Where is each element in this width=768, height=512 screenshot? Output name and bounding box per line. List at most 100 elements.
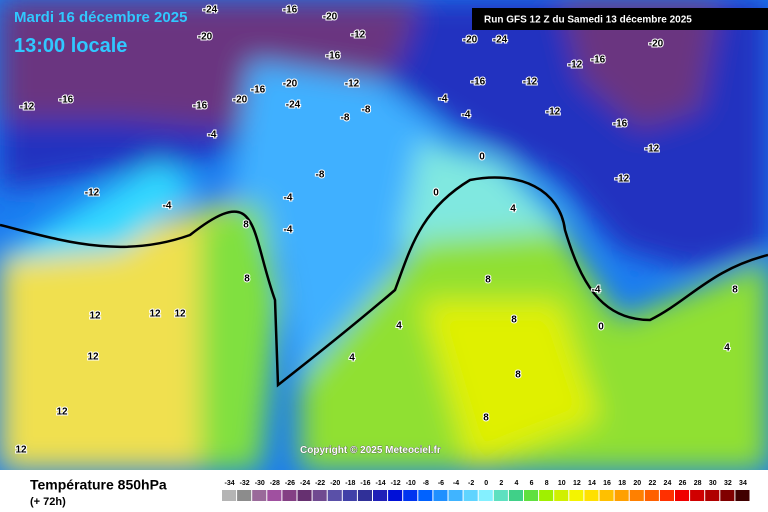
scale-label: 10 [558,480,566,487]
scale-cell [720,490,735,501]
color-scale: -34 -32 -30 -28 -26 -24 -22 -20 -18 -16 -14 -12 -10-… [222,480,750,501]
isotherm-label: 12 [87,352,99,363]
isotherm-label: -4 [163,201,172,212]
isotherm-label: -16 [613,119,628,130]
isotherm-label: 12 [89,311,101,322]
map-labels: -20-24 -16-20-12-16-12-20-24-16-20-16-12-… [14,4,739,457]
isotherm-label: -4 [439,94,448,105]
isotherm-label: 4 [510,204,516,215]
scale-label: -34 [224,480,234,487]
isotherm-label: -24 [493,35,508,46]
scale-label: -30 [255,480,265,487]
zero-isotherm [0,176,768,388]
scale-label: 20 [633,480,641,487]
scale-cell [433,490,448,501]
copyright: Copyright © 2025 Meteociel.fr [300,445,441,456]
scale-label: -4 [453,480,459,487]
scale-cell [554,490,569,501]
scale-label: -18 [345,480,355,487]
scale-label: 16 [603,480,611,487]
isotherm-label: -16 [251,85,266,96]
isotherm-label: 8 [732,285,738,296]
scale-label: -22 [315,480,325,487]
isotherm-label: 0 [479,152,485,163]
scale-label: -6 [438,480,444,487]
isotherm-label: -16 [59,95,74,106]
map-field [0,0,768,470]
scale-label: 30 [709,480,717,487]
scale-cell [690,490,705,501]
scale-label: 8 [545,480,549,487]
scale-label: -8 [423,480,429,487]
isotherm-label: -24 [203,5,218,16]
isotherm-label: 12 [15,445,27,456]
scale-cell [297,490,312,501]
isotherm-label: -12 [351,30,366,41]
scale-cell [659,490,674,501]
isotherm-label: -24 [286,100,301,111]
scale-cell [388,490,403,501]
scale-label: -26 [285,480,295,487]
scale-label: 2 [499,480,503,487]
isotherm-label: 0 [433,188,439,199]
scale-label: 0 [484,480,488,487]
isotherm-label: -12 [20,102,35,113]
isotherm-label: 12 [56,407,68,418]
scale-cell [237,490,252,501]
isotherm-label: -20 [198,32,213,43]
isotherm-label: -12 [345,79,360,90]
scale-label: 4 [514,480,518,487]
isotherm-label: -4 [284,193,293,204]
isotherm-label: -20 [323,12,338,23]
isotherm-label: -12 [615,174,630,185]
scale-label: 24 [664,480,672,487]
scale-label: -28 [270,480,280,487]
scale-cell [267,490,282,501]
scale-cell [508,490,523,501]
scale-label: 26 [679,480,687,487]
scale-cell [599,490,614,501]
isotherm-label: 12 [149,309,161,320]
scale-cell [675,490,690,501]
scale-cell [644,490,659,501]
scale-cell [539,490,554,501]
scale-label: -10 [406,480,416,487]
isotherm-label: 0 [598,322,604,333]
scale-cell [584,490,599,501]
scale-cell [569,490,584,501]
isotherm-label: -16 [591,55,606,66]
scale-label: 12 [573,480,581,487]
isotherm-label: -20 [233,95,248,106]
scale-cell [614,490,629,501]
scale-cell [478,490,493,501]
run-banner [472,8,768,30]
isotherm-label: 8 [483,413,489,424]
scale-cell [222,490,237,501]
scale-label: 28 [694,480,702,487]
scale-label: -12 [391,480,401,487]
isotherm-label: -8 [341,113,350,124]
scale-label: -20 [330,480,340,487]
scale-cell [373,490,388,501]
isotherm-label: -4 [592,285,601,296]
isotherm-label: -16 [326,51,341,62]
isotherm-label: -8 [316,170,325,181]
scale-label: 34 [739,480,747,487]
scale-cell [403,490,418,501]
scale-label: -32 [240,480,250,487]
time: 13:00 locale [14,35,127,57]
field-title: Température 850hPa [30,477,167,493]
isotherm-label: -12 [645,144,660,155]
isotherm-label: -16 [283,5,298,16]
isotherm-label: -4 [462,110,471,121]
scale-cell [705,490,720,501]
isotherm-label: 8 [244,274,250,285]
scale-label: -24 [300,480,310,487]
scale-cell [735,490,750,501]
scale-cell [342,490,357,501]
run-info: Run GFS 12 Z du Samedi 13 décembre 2025 [484,15,692,26]
scale-cell [418,490,433,501]
scale-cell [357,490,372,501]
isotherm-label: -12 [523,77,538,88]
